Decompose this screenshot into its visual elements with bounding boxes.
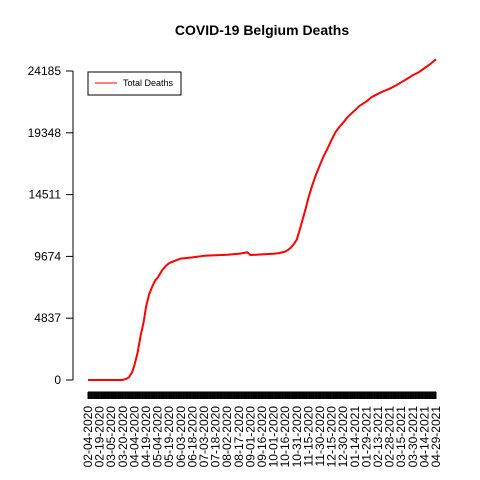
x-tick-label-29: 04-14-2021 (417, 406, 431, 468)
y-tick-label-2: 9674 (34, 249, 61, 263)
x-tick-label-28: 03-30-2021 (406, 406, 420, 468)
x-tick-label-10: 07-03-2020 (197, 406, 211, 468)
x-tick-label-27: 03-15-2021 (394, 406, 408, 468)
x-tick-label-30: 04-29-2021 (429, 406, 443, 468)
x-tick-label-5: 04-19-2020 (139, 406, 153, 468)
x-tick-label-0: 02-04-2020 (81, 406, 95, 468)
y-tick-label-0: 0 (54, 373, 61, 387)
x-tick-label-24: 01-29-2021 (359, 406, 373, 468)
y-tick-label-4: 19348 (28, 126, 62, 140)
legend-label-total-deaths: Total Deaths (123, 78, 174, 88)
x-tick-label-21: 12-15-2020 (325, 406, 339, 468)
x-tick-label-2: 03-05-2020 (104, 406, 118, 468)
x-tick-label-7: 05-19-2020 (162, 406, 176, 468)
y-tick-label-3: 14511 (29, 188, 62, 202)
x-tick-label-20: 11-30-2020 (313, 406, 327, 467)
x-tick-label-19: 11-15-2020 (301, 406, 315, 467)
series-line-total-deaths (88, 58, 437, 381)
x-tick-label-1: 02-19-2020 (93, 406, 107, 468)
x-tick-label-13: 08-17-2020 (232, 406, 246, 468)
x-tick-label-6: 05-04-2020 (151, 406, 165, 468)
x-tick-label-18: 10-31-2020 (290, 406, 304, 468)
y-tick-label-1: 4837 (34, 311, 61, 325)
y-axis: 0 4837 9674 14511 19348 24185 (28, 64, 74, 387)
x-tick-label-8: 06-03-2020 (174, 406, 188, 468)
x-tick-label-25: 02-13-2021 (371, 406, 385, 468)
x-tick-label-22: 12-30-2020 (336, 406, 350, 468)
legend: Total Deaths (87, 71, 182, 96)
x-tick-label-17: 10-16-2020 (278, 406, 292, 468)
x-tick-label-16: 10-01-2020 (267, 406, 281, 468)
x-tick-label-4: 04-04-2020 (127, 406, 141, 468)
x-tick-label-23: 01-14-2021 (348, 406, 362, 468)
x-tick-label-15: 09-16-2020 (255, 406, 269, 468)
x-tick-label-11: 07-18-2020 (209, 406, 223, 468)
x-axis: 02-04-202002-19-202003-05-202003-20-2020… (81, 391, 443, 468)
y-tick-label-5: 24185 (28, 64, 62, 78)
x-tick-label-3: 03-20-2020 (116, 406, 130, 468)
x-tick-label-14: 09-01-2020 (243, 406, 257, 468)
x-tick-label-12: 08-02-2020 (220, 406, 234, 468)
x-tick-label-9: 06-18-2020 (185, 406, 199, 468)
chart-title: COVID-19 Belgium Deaths (175, 22, 349, 38)
x-tick-label-26: 02-28-2021 (383, 406, 397, 468)
series-layer (88, 58, 437, 381)
legend-box (87, 71, 182, 96)
